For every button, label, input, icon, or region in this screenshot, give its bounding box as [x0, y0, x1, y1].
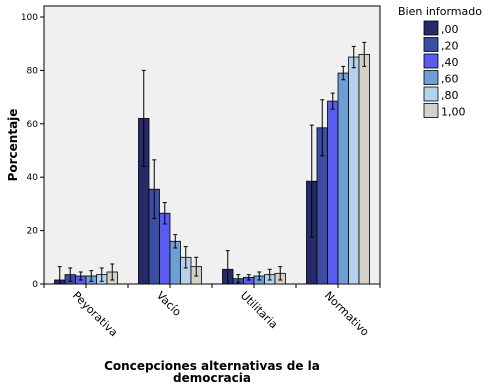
legend-label: ,00 [441, 23, 459, 36]
y-tick-label: 60 [27, 120, 39, 130]
legend-title: Bien informado [398, 5, 482, 18]
y-axis-title: Porcentaje [6, 109, 20, 182]
x-category-label: Peyorativa [70, 289, 120, 339]
bar [358, 53, 370, 285]
x-axis-title-line1: Concepciones alternativas de la [104, 359, 320, 373]
legend-label: ,40 [441, 56, 459, 69]
bar [348, 56, 360, 285]
legend-label: ,80 [441, 89, 459, 102]
y-tick-label: 20 [27, 227, 39, 237]
legend-items: ,00 ,20 ,40 ,60 ,80 1,00 [423, 20, 466, 119]
legend-swatch [423, 70, 439, 85]
x-category-label: Normativo [322, 289, 372, 339]
bar [337, 72, 349, 285]
legend-label: 1,00 [441, 106, 466, 119]
y-tick-label: 80 [27, 66, 39, 76]
legend-label: ,60 [441, 73, 459, 86]
legend-swatch [423, 86, 439, 102]
x-axis-title-line2: democracia [173, 371, 251, 385]
x-category-label: Vacío [154, 289, 184, 319]
y-tick-label: 100 [21, 13, 38, 23]
legend: Bien informado ,00 ,20 ,40 ,60 ,80 1,00 [398, 5, 482, 119]
y-tick-label: 40 [27, 173, 39, 183]
legend-swatch [423, 53, 439, 69]
bars-layer [54, 41, 370, 285]
legend-swatch [423, 103, 439, 118]
bar [327, 100, 339, 285]
legend-label: ,20 [441, 40, 459, 53]
legend-swatch [423, 20, 439, 36]
legend-swatch [423, 37, 439, 52]
x-category-label: Utilitaria [238, 289, 280, 331]
y-tick-label: 0 [32, 280, 38, 290]
